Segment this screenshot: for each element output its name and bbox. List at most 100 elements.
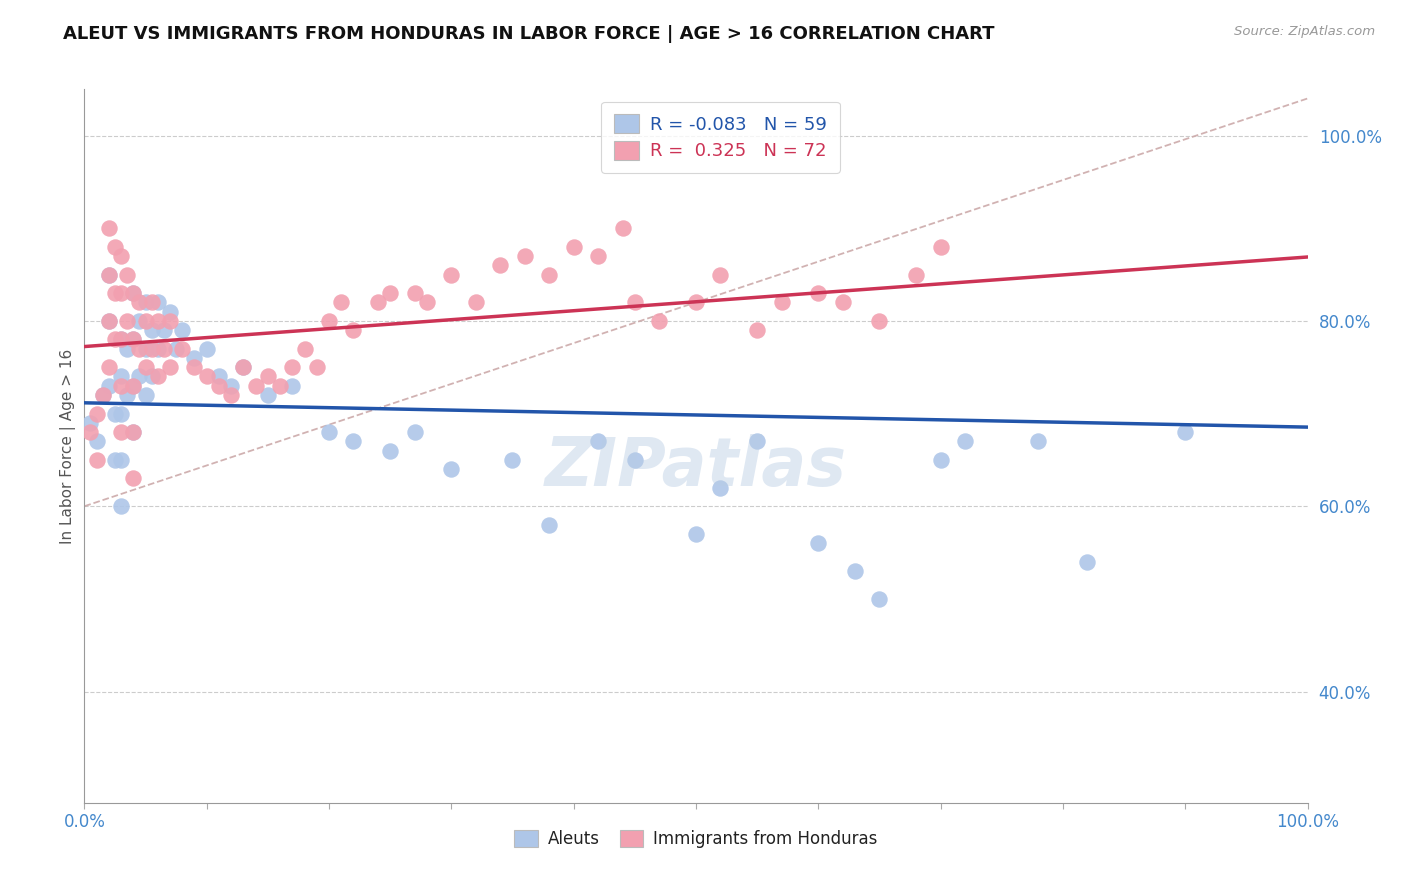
Point xyxy=(122,425,145,439)
Point xyxy=(110,425,132,439)
Point xyxy=(219,388,242,402)
Point xyxy=(141,342,163,356)
Point xyxy=(122,425,145,439)
Point xyxy=(305,360,328,375)
Point xyxy=(367,295,389,310)
Point xyxy=(79,425,101,439)
Point xyxy=(86,453,108,467)
Point xyxy=(104,453,127,467)
Point xyxy=(122,286,145,301)
Point xyxy=(513,249,536,263)
Point xyxy=(153,323,176,337)
Point xyxy=(416,295,439,310)
Point xyxy=(115,268,138,282)
Point xyxy=(110,369,132,384)
Point xyxy=(380,443,402,458)
Point xyxy=(172,323,194,337)
Point xyxy=(183,360,205,375)
Legend: Aleuts, Immigrants from Honduras: Aleuts, Immigrants from Honduras xyxy=(508,823,884,855)
Point xyxy=(146,342,169,356)
Point xyxy=(183,351,205,365)
Point xyxy=(709,481,731,495)
Point xyxy=(709,268,731,282)
Point xyxy=(172,342,194,356)
Point xyxy=(122,378,145,392)
Point xyxy=(342,434,364,449)
Point xyxy=(489,258,512,272)
Point xyxy=(104,333,127,347)
Point xyxy=(844,564,866,578)
Point xyxy=(128,314,150,328)
Point xyxy=(146,314,169,328)
Point xyxy=(294,342,316,356)
Point xyxy=(245,378,267,392)
Point xyxy=(929,240,952,254)
Point xyxy=(404,425,426,439)
Point xyxy=(110,453,132,467)
Point xyxy=(86,434,108,449)
Text: ALEUT VS IMMIGRANTS FROM HONDURAS IN LABOR FORCE | AGE > 16 CORRELATION CHART: ALEUT VS IMMIGRANTS FROM HONDURAS IN LAB… xyxy=(63,25,995,43)
Point xyxy=(318,314,340,328)
Point xyxy=(807,286,830,301)
Point xyxy=(159,360,181,375)
Point xyxy=(1076,555,1098,569)
Point xyxy=(685,527,707,541)
Point xyxy=(122,333,145,347)
Point xyxy=(135,360,157,375)
Point xyxy=(257,388,280,402)
Point xyxy=(281,360,304,375)
Point xyxy=(281,378,304,392)
Point xyxy=(257,369,280,384)
Point xyxy=(141,369,163,384)
Point xyxy=(153,342,176,356)
Point xyxy=(195,342,218,356)
Point xyxy=(869,314,891,328)
Point xyxy=(110,249,132,263)
Point xyxy=(141,323,163,337)
Point xyxy=(1174,425,1197,439)
Point xyxy=(110,333,132,347)
Point xyxy=(86,407,108,421)
Point xyxy=(232,360,254,375)
Point xyxy=(128,295,150,310)
Point xyxy=(122,378,145,392)
Point xyxy=(115,342,138,356)
Point xyxy=(502,453,524,467)
Point xyxy=(953,434,976,449)
Point xyxy=(79,416,101,430)
Point xyxy=(115,388,138,402)
Point xyxy=(538,268,561,282)
Point xyxy=(208,369,231,384)
Point xyxy=(97,378,120,392)
Point xyxy=(97,314,120,328)
Point xyxy=(685,295,707,310)
Point xyxy=(195,369,218,384)
Point xyxy=(562,240,585,254)
Point xyxy=(159,314,181,328)
Point xyxy=(464,295,486,310)
Point xyxy=(648,314,671,328)
Point xyxy=(110,500,132,514)
Point xyxy=(135,314,157,328)
Point xyxy=(97,268,120,282)
Point xyxy=(97,360,120,375)
Text: ZIPatlas: ZIPatlas xyxy=(546,434,846,500)
Point xyxy=(269,378,291,392)
Point xyxy=(404,286,426,301)
Point xyxy=(97,314,120,328)
Point xyxy=(380,286,402,301)
Point xyxy=(159,304,181,318)
Point xyxy=(612,221,634,235)
Point xyxy=(97,268,120,282)
Point xyxy=(122,471,145,485)
Point xyxy=(110,333,132,347)
Point xyxy=(128,369,150,384)
Point xyxy=(122,286,145,301)
Point xyxy=(318,425,340,439)
Point xyxy=(586,249,609,263)
Point xyxy=(115,314,138,328)
Point xyxy=(831,295,853,310)
Point xyxy=(440,268,463,282)
Point xyxy=(440,462,463,476)
Point xyxy=(146,295,169,310)
